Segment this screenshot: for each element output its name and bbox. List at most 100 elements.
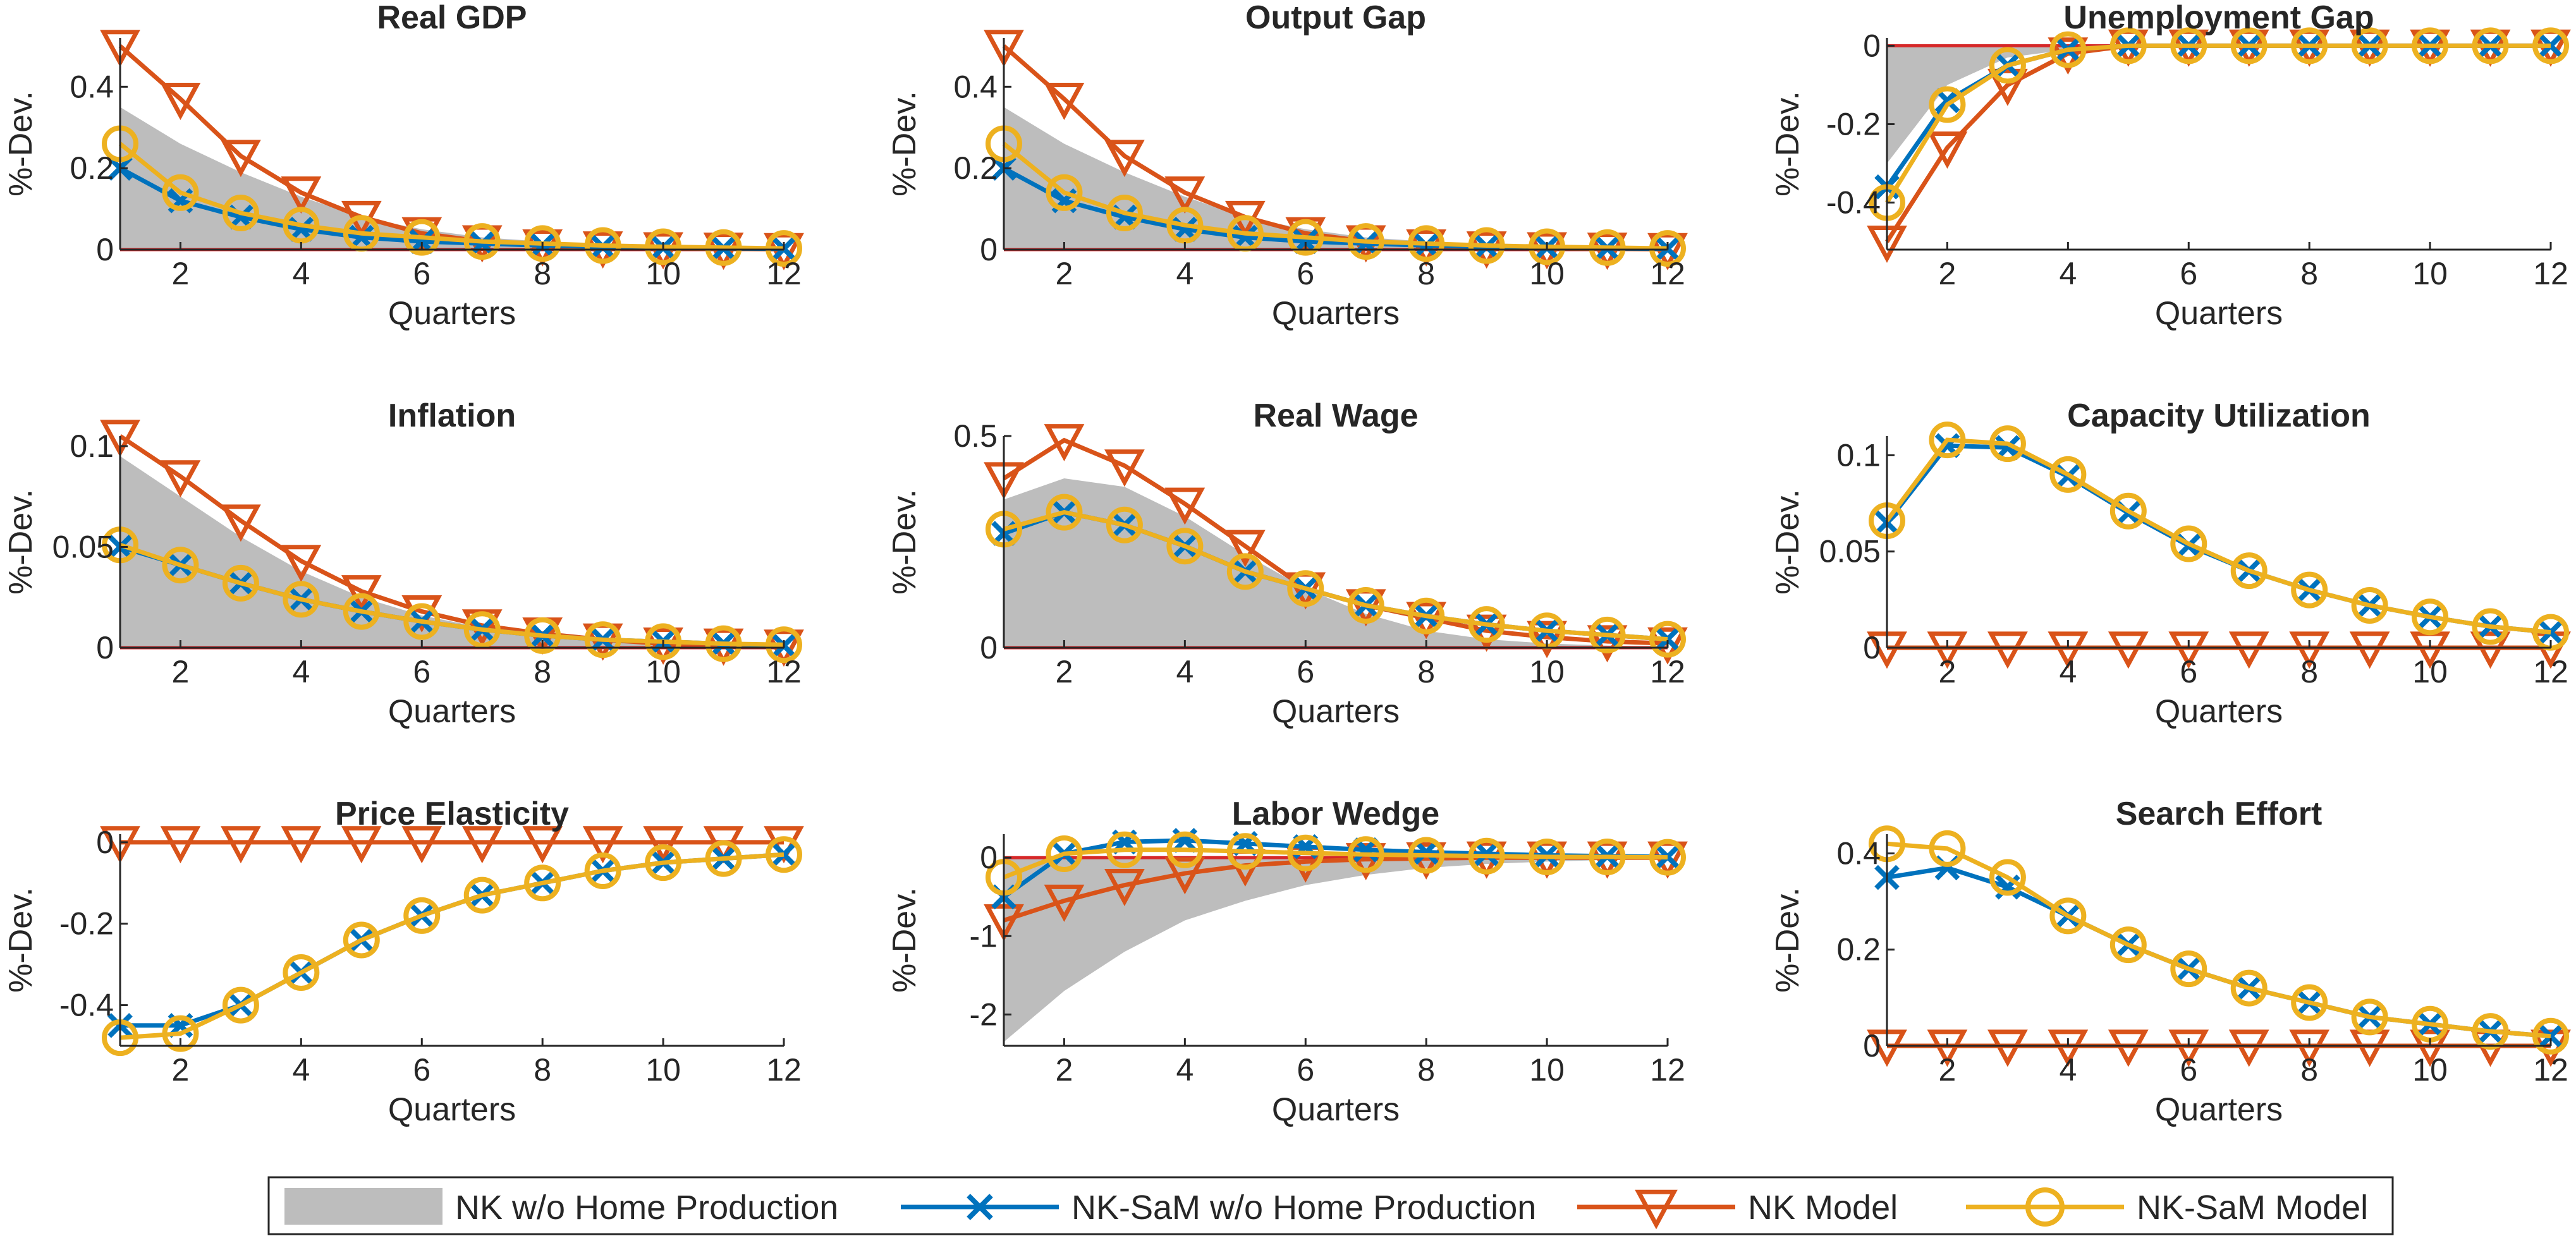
series-line (1885, 43, 2551, 204)
circle-marker (2230, 27, 2268, 64)
subplot-title: Inflation (388, 397, 516, 434)
legend-label: NK w/o Home Production (455, 1189, 838, 1227)
legend-entry: NK-SaM Model (1966, 1187, 2368, 1227)
x-tick-label: 6 (1297, 1052, 1314, 1088)
subplot-title: Capacity Utilization (2067, 397, 2371, 434)
x-axis-label: Quarters (1272, 1091, 1400, 1128)
subplot-title: Unemployment Gap (2063, 0, 2374, 36)
circle-marker (1106, 195, 1143, 232)
subplot-4: 2 4 6 8 10 12 0 0.05 0.1 Inflation Quarters %-Dev. (3, 397, 804, 730)
circle-marker (2412, 27, 2449, 64)
circle-marker (1989, 47, 2026, 84)
shaded-area (1004, 858, 1668, 1042)
y-tick-label: 0 (96, 630, 114, 665)
triangle-marker (221, 140, 261, 178)
triangle-marker (2168, 1029, 2209, 1067)
circle-marker (2170, 27, 2207, 64)
circle-marker (1347, 836, 1384, 873)
circle-marker (1529, 838, 1566, 875)
circle-marker (2351, 587, 2388, 624)
y-axis-label: %-Dev. (1769, 91, 1806, 197)
triangle-marker (2349, 631, 2390, 669)
circle-marker (1166, 831, 1204, 868)
triangle-marker (522, 826, 563, 864)
triangle-marker (100, 420, 140, 458)
circle-marker (584, 621, 621, 658)
x-tick-label: 4 (2059, 654, 2077, 689)
y-axis-label: %-Dev. (3, 91, 39, 197)
triangle-marker (2168, 631, 2209, 669)
x-tick-label: 6 (413, 1052, 430, 1088)
triangle-marker (2048, 631, 2089, 669)
x-axis-label: Quarters (2155, 295, 2283, 332)
x-tick-label: 4 (1176, 654, 1193, 689)
series-line (1886, 841, 2551, 1039)
x-tick-label: 10 (2412, 654, 2448, 689)
x-tick-label: 2 (1939, 256, 1956, 291)
triangle-marker (221, 504, 261, 542)
subplot-9: 2 4 6 8 10 12 0 0.2 0.4 Search Effort Quarters %-De… (1769, 796, 2571, 1128)
subplot-title: Output Gap (1245, 0, 1426, 36)
y-axis-label: %-Dev. (3, 887, 39, 993)
triangle-marker (160, 826, 201, 864)
circle-marker (2472, 1013, 2509, 1050)
series-line (119, 542, 784, 647)
triangle-marker (643, 826, 683, 864)
circle-marker (1529, 228, 1566, 265)
circle-marker (1408, 225, 1445, 262)
y-tick-label: 0.4 (1836, 835, 1881, 871)
circle-marker (162, 1015, 199, 1052)
series-line (1885, 443, 2551, 635)
y-tick-label: 0.1 (1836, 437, 1881, 473)
y-tick-label: 0.05 (52, 529, 114, 564)
circle-marker (1166, 528, 1204, 565)
circle-marker (705, 840, 742, 877)
circle-marker (1347, 223, 1384, 260)
legend: NK w/o Home Production NK-SaM w/o Home Pr… (267, 1176, 2394, 1235)
y-axis-label: %-Dev. (1769, 887, 1806, 993)
triangle-marker (1927, 631, 1968, 669)
y-tick-label: 0 (1863, 630, 1881, 665)
circle-marker (222, 986, 259, 1024)
circle-marker (222, 195, 259, 232)
x-tick-label: 12 (2533, 256, 2568, 291)
triangle-marker (341, 826, 382, 864)
subplot-title: Search Effort (2116, 796, 2323, 832)
series-line (1886, 865, 2551, 1039)
circle-marker (1589, 229, 1626, 266)
x-tick-label: 10 (2412, 256, 2448, 291)
x-axis-label: Quarters (388, 1091, 516, 1128)
circle-marker (2049, 456, 2087, 493)
x-axis-label: Quarters (2155, 1091, 2283, 1128)
circle-marker (2351, 27, 2388, 64)
shaded-area (1004, 478, 1668, 648)
y-tick-label: -0.4 (1826, 185, 1881, 221)
y-axis-label: %-Dev. (886, 887, 923, 993)
circle-marker (1468, 837, 1505, 875)
x-tick-label: 4 (1176, 256, 1193, 291)
y-tick-label: 0.05 (1819, 534, 1881, 569)
legend-label: NK-SaM Model (2137, 1189, 2368, 1227)
circle-marker (2109, 492, 2147, 530)
x-tick-label: 6 (413, 654, 430, 689)
x-tick-label: 4 (292, 654, 310, 689)
x-tick-label: 10 (1529, 256, 1565, 291)
triangle-marker (1224, 530, 1266, 567)
circle-marker (2291, 984, 2328, 1021)
circle-marker (1468, 227, 1505, 264)
x-tick-label: 6 (1297, 256, 1314, 291)
triangle-marker (160, 83, 201, 120)
circle-marker (2230, 552, 2268, 590)
circle-marker (283, 954, 320, 991)
circle-marker (162, 174, 199, 211)
y-axis-label: %-Dev. (1769, 489, 1806, 595)
subplot-1: 2 4 6 8 10 12 0 0.2 0.4 Real GDP Quarters %-Dev. (3, 0, 804, 332)
legend-swatch-area (284, 1188, 443, 1225)
triangle-marker (1987, 68, 2028, 106)
circle-marker (2532, 1017, 2569, 1055)
x-tick-label: 2 (172, 1052, 190, 1088)
series-line (1003, 847, 1668, 880)
x-tick-label: 4 (2059, 1052, 2077, 1088)
y-tick-label: 0 (96, 232, 114, 267)
